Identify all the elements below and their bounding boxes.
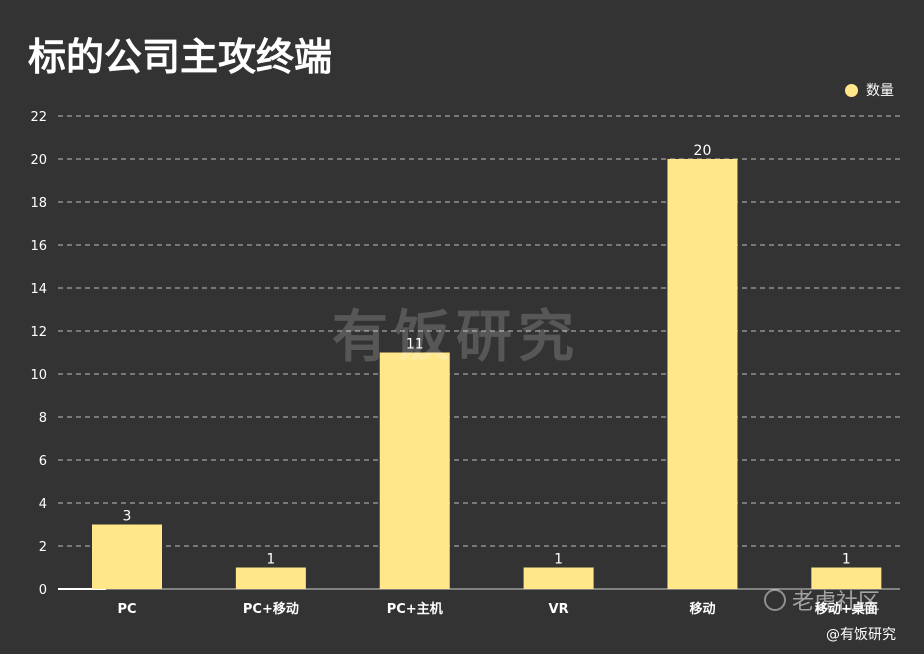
bar [379,352,450,589]
bar [811,567,882,589]
x-tick-label: PC+移动 [243,601,299,617]
chart-title: 标的公司主攻终端 [28,35,333,79]
y-tick-label: 18 [30,196,47,211]
bar [92,524,162,589]
y-tick-label: 12 [30,325,47,340]
data-label: 11 [406,337,424,353]
y-tick-label: 16 [30,239,47,254]
credit-text: @有饭研究 [826,627,896,643]
y-tick-label: 0 [39,583,47,598]
legend-label: 数量 [866,83,894,99]
y-tick-label: 22 [30,110,47,125]
y-tick-label: 4 [39,497,47,512]
corner-watermark: 老虎社区 [764,584,880,616]
data-label: 20 [694,143,712,159]
x-tick-label: 移动+桌面 [815,601,878,617]
bar [235,567,306,589]
bar [667,159,738,589]
legend[interactable]: 数量 [845,80,894,100]
x-tick-label: VR [549,602,569,617]
data-label: 1 [266,552,275,568]
y-tick-label: 20 [30,153,47,168]
x-tick-label: 移动 [689,601,715,617]
bar [523,567,594,589]
paw-logo-icon [764,589,786,611]
y-tick-label: 8 [39,411,47,426]
y-tick-label: 6 [39,454,47,469]
corner-watermark-text: 老虎社区 [792,590,881,615]
y-tick-label: 2 [39,540,47,555]
y-tick-label: 14 [30,282,47,297]
x-tick-label: PC+主机 [387,601,443,617]
data-label: 3 [123,509,132,525]
legend-dot-icon [845,83,858,97]
data-label: 1 [842,552,851,568]
data-label: 1 [554,552,563,568]
y-tick-label: 10 [30,368,47,383]
x-tick-label: PC [117,602,136,617]
